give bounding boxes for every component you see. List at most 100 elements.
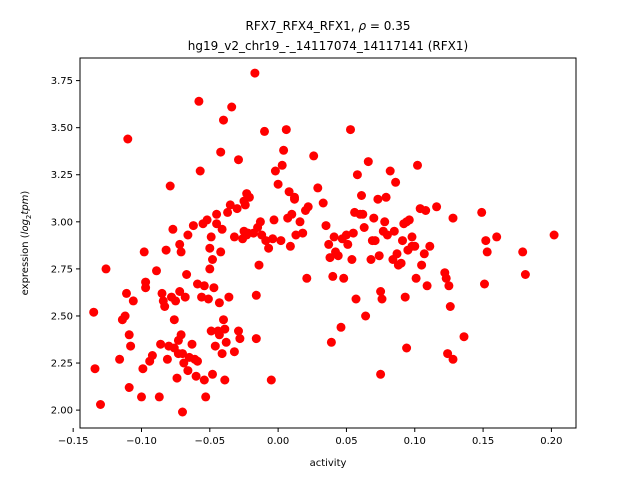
data-point: [227, 102, 237, 112]
data-point: [101, 264, 111, 274]
data-point: [90, 364, 100, 374]
data-point: [171, 296, 181, 306]
y-tick-label: 3.75: [51, 76, 73, 87]
data-point: [208, 369, 217, 379]
data-point: [172, 373, 182, 383]
data-point: [363, 157, 373, 167]
data-point: [520, 270, 530, 279]
data-point: [374, 251, 384, 261]
data-point: [333, 251, 343, 261]
data-point: [162, 354, 172, 364]
data-point: [202, 215, 212, 225]
data-point: [96, 400, 105, 409]
y-tick-label: 2.75: [51, 264, 73, 275]
data-point: [208, 255, 217, 264]
data-point: [160, 302, 170, 311]
data-point: [325, 253, 335, 263]
data-point: [250, 68, 260, 78]
data-point: [138, 364, 148, 374]
data-point: [205, 264, 215, 274]
x-tick-label: −0.15: [58, 436, 89, 447]
data-point: [139, 247, 149, 257]
data-point: [284, 187, 294, 197]
data-point: [347, 255, 357, 264]
data-point: [255, 217, 265, 227]
data-point: [358, 209, 368, 219]
data-point: [328, 271, 338, 281]
data-point: [313, 183, 323, 193]
data-point: [234, 155, 243, 165]
data-point: [214, 330, 224, 340]
data-point: [291, 230, 301, 240]
data-point: [348, 228, 358, 238]
data-point: [154, 392, 164, 402]
data-point: [303, 202, 313, 212]
x-tick-label: 0.00: [267, 436, 289, 447]
data-point: [240, 200, 250, 210]
x-tick-label: 0.20: [540, 436, 562, 447]
data-point: [336, 322, 346, 332]
data-point: [346, 125, 355, 135]
data-point: [411, 273, 421, 283]
data-point: [156, 339, 166, 349]
data-point: [183, 230, 193, 240]
data-point: [382, 230, 392, 240]
data-point: [187, 339, 197, 349]
data-point: [161, 245, 171, 255]
data-point: [277, 160, 287, 170]
data-point: [212, 219, 222, 229]
data-point: [216, 147, 226, 157]
data-point: [176, 330, 186, 340]
data-point: [264, 243, 274, 253]
data-point: [287, 209, 297, 219]
x-tick-label: 0.10: [404, 436, 426, 447]
data-point: [298, 228, 308, 238]
x-axis-label: activity: [310, 458, 347, 469]
data-point: [266, 375, 276, 385]
data-point: [206, 326, 216, 336]
data-point: [176, 247, 186, 257]
data-point: [261, 236, 271, 246]
data-point: [217, 224, 227, 234]
data-point: [445, 302, 455, 311]
data-point: [194, 96, 204, 106]
data-point: [244, 192, 254, 202]
data-point: [137, 392, 146, 402]
y-tick-label: 3.00: [51, 217, 73, 228]
data-point: [549, 230, 559, 240]
data-point: [398, 236, 407, 246]
data-point: [152, 266, 161, 276]
data-point: [448, 354, 458, 364]
data-point: [482, 247, 492, 257]
data-point: [206, 232, 216, 242]
y-tick-label: 3.25: [51, 170, 73, 181]
data-point: [229, 347, 239, 357]
data-point: [210, 341, 220, 351]
data-point: [376, 287, 386, 296]
data-point: [212, 209, 222, 219]
data-point: [285, 241, 295, 251]
y-tick-label: 2.50: [51, 311, 73, 322]
data-point: [432, 202, 442, 212]
data-point: [223, 207, 233, 217]
data-point: [199, 281, 209, 291]
data-point: [341, 230, 351, 240]
data-point: [147, 351, 157, 360]
data-point: [169, 315, 179, 325]
data-point: [352, 170, 362, 180]
data-point: [224, 292, 234, 302]
data-point: [366, 255, 376, 264]
data-point: [89, 307, 99, 317]
data-point: [229, 232, 239, 242]
data-point: [279, 145, 289, 155]
x-axis-ticks: −0.15 −0.10 −0.05 0.00 0.05 0.10 0.15 0.20: [58, 428, 563, 447]
data-point: [220, 375, 230, 385]
data-point: [205, 243, 215, 253]
data-point: [115, 354, 125, 364]
data-point: [477, 207, 487, 217]
data-point: [281, 125, 291, 135]
data-point: [309, 151, 319, 161]
data-point: [191, 371, 201, 381]
data-point: [492, 232, 502, 242]
